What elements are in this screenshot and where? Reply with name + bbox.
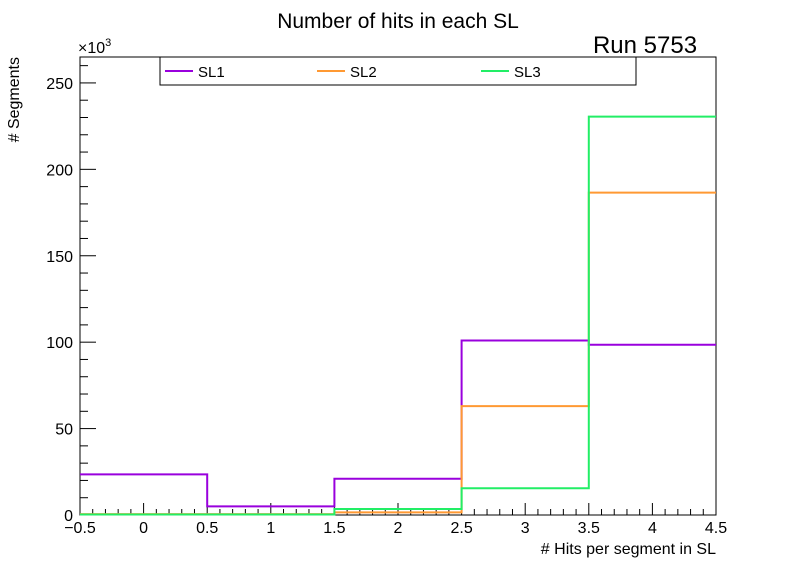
y-multiplier-base: ×10 — [78, 40, 105, 57]
y-axis-ticks: 0 50 100 150 200 250 — [46, 65, 96, 525]
x-tick-label: 4.5 — [705, 520, 727, 537]
series-line-sl3 — [80, 115, 716, 516]
x-tick-label: 2 — [394, 520, 403, 537]
x-tick-label: 2.5 — [450, 520, 472, 537]
legend: SL1 SL2 SL3 — [159, 56, 637, 86]
y-multiplier-exponent: 3 — [105, 37, 111, 49]
y-axis-title: # Segments — [6, 57, 23, 142]
y-tick-label: 0 — [64, 508, 73, 525]
legend-label-sl1: SL1 — [198, 64, 225, 81]
legend-label-sl3: SL3 — [514, 64, 541, 81]
x-tick-label: 3.5 — [578, 520, 600, 537]
x-tick-label: −0.5 — [64, 520, 96, 537]
x-tick-label: 3 — [521, 520, 530, 537]
y-tick-label: 50 — [55, 422, 73, 439]
x-tick-label: 1.5 — [323, 520, 345, 537]
legend-label-sl2: SL2 — [350, 64, 377, 81]
y-tick-label: 150 — [46, 249, 73, 266]
x-tick-label: 4 — [648, 520, 657, 537]
series-layer — [80, 115, 716, 516]
x-tick-label: 0 — [139, 520, 148, 537]
svg-text:×103: ×103 — [78, 37, 111, 57]
y-tick-label: 100 — [46, 335, 73, 352]
x-tick-label: 0.5 — [196, 520, 218, 537]
series-sl3 — [80, 115, 716, 516]
y-axis-multiplier: ×103 — [78, 37, 111, 57]
chart-title: Number of hits in each SL — [277, 10, 519, 33]
y-tick-label: 250 — [46, 76, 73, 93]
x-axis-title: # Hits per segment in SL — [541, 541, 716, 558]
legend-box — [159, 56, 637, 86]
run-annotation: Run 5753 — [593, 32, 697, 59]
x-axis-ticks: −0.5 0 0.5 1 1.5 2 2.5 3 3.5 4 4.5 — [64, 503, 727, 537]
y-tick-label: 200 — [46, 162, 73, 179]
x-tick-label: 1 — [266, 520, 275, 537]
